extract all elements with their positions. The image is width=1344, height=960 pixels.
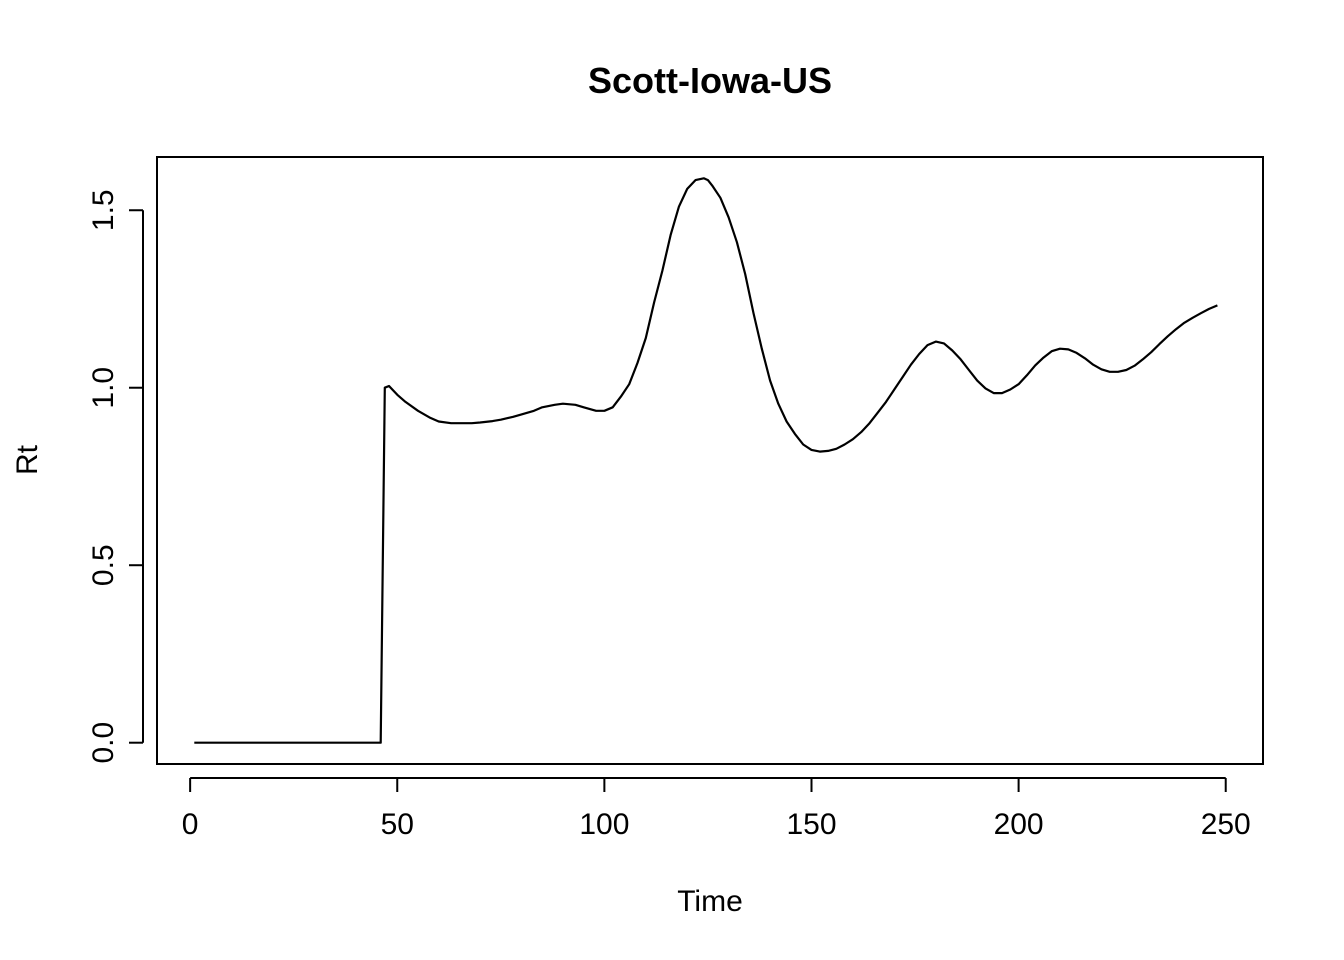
plot-frame [156,156,1264,765]
y-tick-label: 1.5 [87,189,120,231]
y-tick-label: 0.0 [87,722,120,764]
x-tick-label: 100 [579,808,629,841]
chart-title: Scott-Iowa-US [588,60,832,101]
x-tick-label: 50 [381,808,414,841]
y-tick-label: 1.0 [87,367,120,409]
y-axis-label: Rt [11,444,44,475]
y-tick-label: 0.5 [87,544,120,586]
rt-series-line [194,177,1218,744]
x-axis: 0 50 100 150 200 250 [182,777,1251,841]
y-axis: 0.0 0.5 1.0 1.5 [87,189,144,764]
x-tick-label: 150 [786,808,836,841]
x-tick-label: 200 [994,808,1044,841]
x-tick-label: 250 [1201,808,1251,841]
x-tick-label: 0 [182,808,199,841]
x-axis-label: Time [677,885,743,918]
